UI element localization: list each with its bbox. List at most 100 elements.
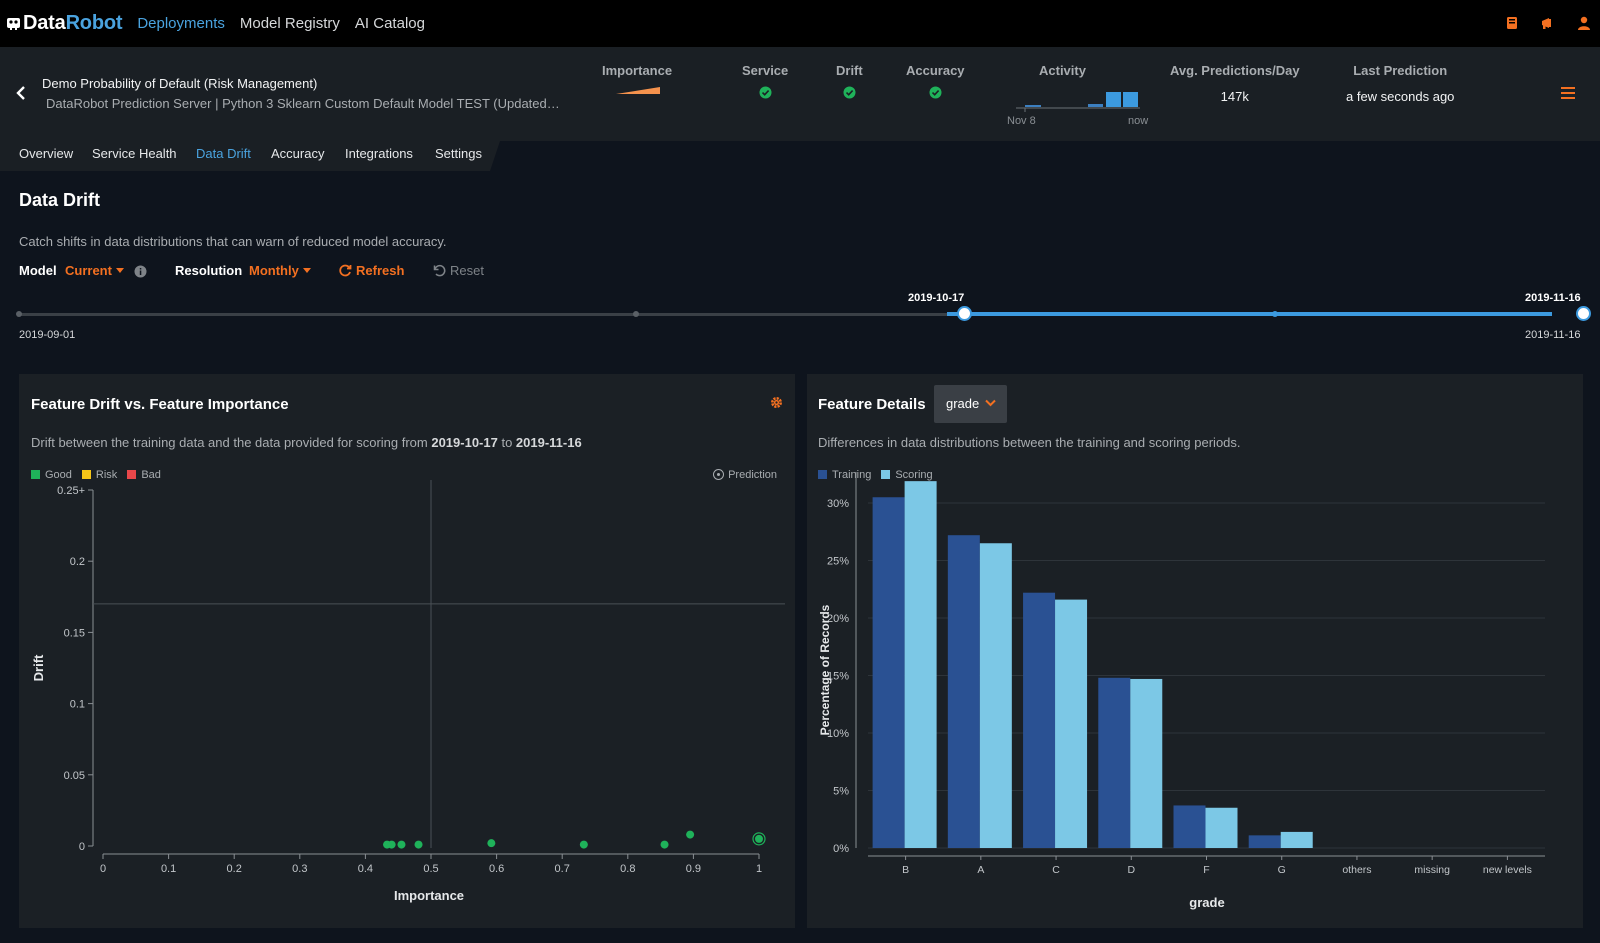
x-tick-label: G [1278,864,1286,876]
tab-service-health[interactable]: Service Health [92,146,177,161]
timeline-start-dot [16,311,22,317]
x-tick-label: D [1127,864,1135,876]
avg-predictions-column: Avg. Predictions/Day 147k [1170,63,1300,104]
x-tick-label: 0.2 [227,863,242,875]
tab-data-drift[interactable]: Data Drift [196,146,251,161]
timeline-end-handle[interactable] [1576,306,1591,321]
tabs-background [0,141,500,171]
nav-ai-catalog[interactable]: AI Catalog [354,15,425,32]
x-tick-label: others [1342,864,1371,876]
y-tick-label: 10% [827,728,849,740]
importance-label: Importance [602,63,673,78]
datarobot-logo[interactable]: DataRobot [6,12,123,35]
drift-column: Drift [836,63,863,102]
activity-column: Activity [1039,63,1086,78]
top-nav: DataRobot Deployments Model Registry AI … [0,0,1600,47]
y-tick-label: 30% [827,498,849,510]
user-icon[interactable] [1576,15,1592,31]
prediction-point [755,834,763,843]
drift-desc-text: Drift between the training data and the … [31,435,432,450]
y-tick-label: 0.05 [64,770,85,782]
accuracy-column: Accuracy [906,63,965,102]
last-prediction-value: a few seconds ago [1346,89,1455,104]
feature-details-panel: Feature Details grade Differences in dat… [807,374,1583,928]
deployment-title: Demo Probability of Default (Risk Manage… [42,76,318,91]
activity-start-label: Nov 8 [1007,115,1036,127]
prediction-legend: Prediction [713,469,777,481]
training-bar [1023,592,1056,848]
model-dropdown[interactable]: Current [65,263,124,278]
x-tick-label: F [1203,864,1209,876]
megaphone-icon[interactable] [1540,15,1556,31]
y-tick-label: 0% [833,843,849,855]
resolution-label: Resolution [175,263,243,278]
timeline-start-handle[interactable] [957,306,972,321]
tab-accuracy[interactable]: Accuracy [271,146,325,161]
accuracy-label: Accuracy [906,63,965,78]
x-tick-label: 0.1 [161,863,176,875]
timeline-start-date: 2019-09-01 [19,329,76,341]
feature-select[interactable]: grade [934,385,1007,423]
tab-overview[interactable]: Overview [19,146,74,161]
page-description: Catch shifts in data distributions that … [19,234,447,249]
gear-icon[interactable] [770,396,783,409]
y-tick-label: 0.2 [70,556,85,568]
prediction-label: Prediction [728,469,777,481]
legend-training: Training [818,469,871,481]
legend-swatch [127,470,137,479]
feature-point [397,840,406,849]
timeline-end-date: 2019-11-16 [1525,329,1581,341]
avg-predictions-value: 147k [1220,89,1249,104]
model-label: Model [19,263,57,278]
reset-button[interactable]: Reset [433,263,484,278]
avg-predictions-label: Avg. Predictions/Day [1170,63,1300,78]
y-tick-label: 0.25+ [57,485,85,497]
tab-integrations[interactable]: Integrations [345,146,413,161]
feature-drift-panel: Feature Drift vs. Feature Importance Dri… [19,374,795,928]
refresh-button[interactable]: Refresh [339,263,404,278]
book-icon[interactable] [1504,15,1520,31]
x-tick-label: 0.8 [620,863,635,875]
nav-deployments[interactable]: Deployments [137,15,225,32]
details-legend: Training Scoring [818,469,933,481]
nav-model-registry[interactable]: Model Registry [239,15,340,32]
x-tick-label: B [902,864,909,876]
resolution-dropdown[interactable]: Monthly [249,263,311,278]
legend-swatch [818,470,827,479]
y-tick-label: 0 [79,841,85,853]
x-tick-label: missing [1414,864,1450,876]
robot-logo-icon [7,18,20,30]
hamburger-menu-icon[interactable] [1561,87,1575,99]
legend-swatch [81,470,91,479]
activity-sparkline [1016,92,1140,112]
importance-column: Importance [602,63,672,99]
feature-point [579,840,588,849]
drift-date-to: 2019-11-16 [515,435,582,450]
tab-settings[interactable]: Settings [435,146,482,161]
legend-scoring: Scoring [881,469,933,481]
scoring-bar [1130,678,1163,848]
feature-point [387,840,396,849]
y-tick-label: 15% [827,671,849,683]
scoring-bar [1055,599,1088,848]
x-tick-label: C [1052,864,1060,876]
legend-label: Risk [95,469,118,481]
info-icon[interactable] [134,265,147,278]
legend-good: Good [31,469,72,481]
reset-label: Reset [450,263,484,278]
service-check-icon [759,86,772,99]
back-arrow-icon[interactable] [14,84,28,102]
activity-end-label: now [1128,115,1149,127]
drift-desc-mid: to [497,435,516,450]
x-tick-label: 0.9 [686,863,701,875]
y-tick-label: 20% [827,613,849,625]
undo-icon [433,264,446,277]
y-tick-label: 5% [833,786,849,798]
last-prediction-label: Last Prediction [1353,63,1448,78]
importance-wedge-icon [616,87,661,94]
drift-label: Drift [836,63,863,78]
prediction-target-icon [713,469,725,480]
x-tick-label: 0.7 [555,863,570,875]
selected-start-date: 2019-10-17 [908,292,965,304]
